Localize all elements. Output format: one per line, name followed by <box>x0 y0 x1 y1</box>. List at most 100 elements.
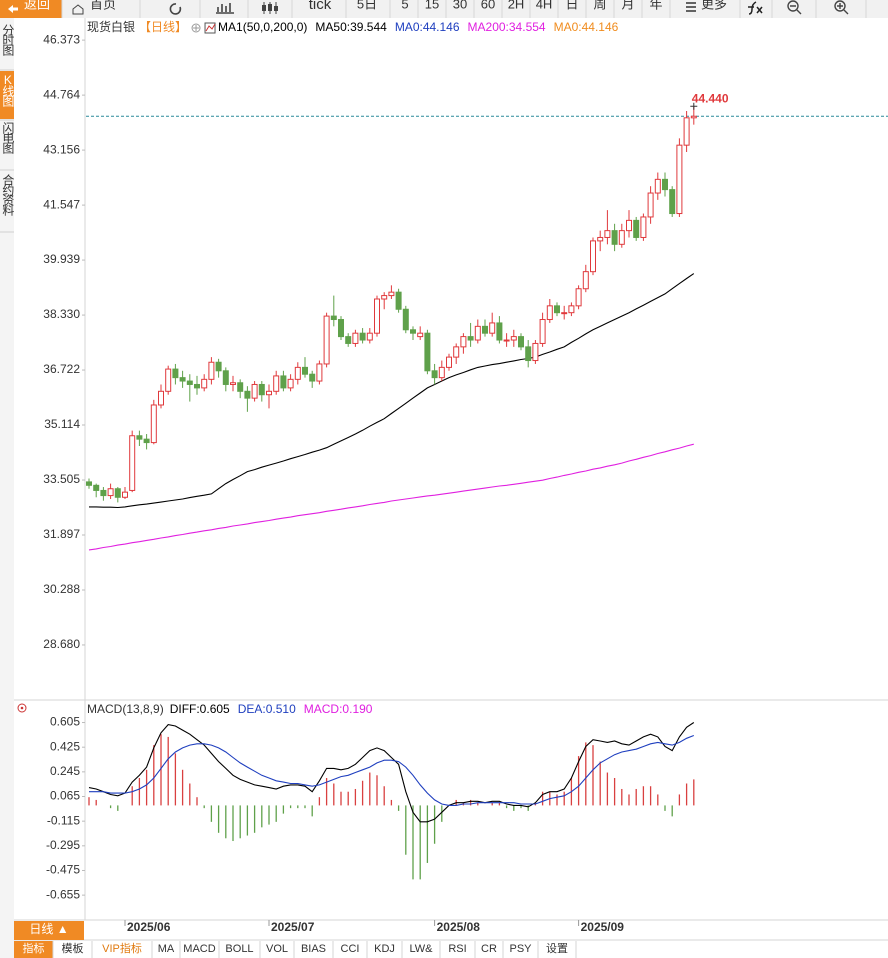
tool[interactable]: 日 <box>565 0 578 11</box>
tool[interactable]: 60 <box>481 0 495 11</box>
tool[interactable]: 5 <box>401 0 408 11</box>
tool[interactable]: 5日 <box>357 0 377 11</box>
macd-line <box>89 734 694 806</box>
x-tick-label: 2025/06 <box>127 920 171 934</box>
candle-body <box>201 378 208 389</box>
footer-tab[interactable]: VOL <box>266 943 288 955</box>
footer-tab[interactable]: MA <box>158 943 175 955</box>
candle-body <box>150 404 157 444</box>
candle-body <box>489 322 496 334</box>
bar-icon[interactable] <box>216 3 234 14</box>
side-tab[interactable]: 合约资料 <box>1 173 15 216</box>
candle-body <box>676 144 683 215</box>
candle-body <box>561 312 568 315</box>
candle-body <box>143 438 150 444</box>
candle-body <box>316 363 323 382</box>
footer-tab[interactable]: 模板 <box>62 941 84 955</box>
high-marker <box>690 102 698 110</box>
zoom-out-icon[interactable] <box>787 0 799 12</box>
candle-body <box>186 380 193 385</box>
candle-body <box>129 435 136 491</box>
footer-tab[interactable]: BIAS <box>301 943 326 955</box>
add-icon-plus <box>193 25 200 31</box>
candle-body <box>122 491 128 498</box>
footer-tab[interactable]: RSI <box>448 943 466 955</box>
tool[interactable]: 月 <box>621 0 634 11</box>
footer-tab[interactable]: CCI <box>341 943 360 955</box>
y-tick-label: 46.373 <box>43 32 80 46</box>
fx-icon[interactable] <box>748 1 763 15</box>
candle-body <box>93 484 100 491</box>
side-tab[interactable]: 分时图 <box>1 24 15 56</box>
candle-body <box>518 336 524 348</box>
y-tick-label: -0.295 <box>46 838 80 852</box>
tool[interactable]: 30 <box>453 0 467 11</box>
footer-tab[interactable]: KDJ <box>374 943 395 955</box>
footer-tab[interactable]: 设置 <box>546 942 568 955</box>
tool[interactable]: 4H <box>536 0 553 11</box>
chart-title: MACD(13,8,9) <box>87 702 164 716</box>
candle-body <box>237 382 244 392</box>
refresh-icon[interactable] <box>169 3 182 15</box>
home-label[interactable]: 首页 <box>90 0 116 11</box>
zoom-in-mark <box>837 3 849 15</box>
side-tab[interactable]: 闪电图 <box>1 122 15 154</box>
toolbar-separators <box>61 0 867 18</box>
ma-line <box>89 273 695 509</box>
legend-entry: MA0:44.146 <box>395 20 460 34</box>
candle-body <box>532 342 539 362</box>
candle-body <box>309 373 316 382</box>
candle-body <box>273 375 280 392</box>
tool[interactable]: tick <box>309 0 332 13</box>
side-tab[interactable]: K线图 <box>1 73 15 107</box>
candle-body <box>460 336 467 348</box>
candle-body <box>467 336 474 341</box>
y-tick-label: 35.114 <box>44 417 80 431</box>
tool[interactable]: 年 <box>649 0 662 11</box>
candle-body <box>374 298 380 334</box>
candle-body <box>222 370 229 385</box>
footer-tab[interactable]: CR <box>481 943 497 955</box>
candle-body <box>647 192 654 218</box>
back-label[interactable]: 返回 <box>24 0 50 11</box>
y-tick-label: 38.330 <box>43 307 80 321</box>
back-icon <box>8 5 18 13</box>
tool[interactable]: 周 <box>593 0 606 11</box>
candle-body <box>496 322 503 341</box>
candle-body <box>172 368 179 379</box>
indicator-icon-line <box>205 23 216 32</box>
candle-body <box>107 488 114 497</box>
footer-tab[interactable]: MACD <box>183 943 215 955</box>
candle-icon[interactable] <box>262 4 278 11</box>
tool[interactable]: 15 <box>425 0 439 11</box>
footer-tab[interactable]: PSY <box>509 943 532 955</box>
footer-tab[interactable]: LW& <box>409 943 433 955</box>
y-tick-label: 36.722 <box>43 362 80 376</box>
x-tick-label: 2025/07 <box>271 920 315 934</box>
back-button[interactable] <box>0 0 62 18</box>
side-bar <box>0 18 14 958</box>
zoom-in-icon[interactable] <box>834 0 846 12</box>
zoom-out-mark <box>790 5 802 15</box>
candle-body <box>446 356 452 368</box>
legend-entry: MA0:44.146 <box>554 20 619 34</box>
candle-body <box>244 390 251 399</box>
footer-tab[interactable]: 指标 <box>23 941 45 955</box>
tool[interactable]: 2H <box>508 0 525 11</box>
period-label[interactable]: 日线 ▲ <box>29 922 68 936</box>
y-tick-label: 41.547 <box>43 197 80 211</box>
home-icon <box>72 4 84 15</box>
footer-tab[interactable]: BOLL <box>225 943 253 955</box>
y-tick-label: 28.680 <box>43 637 80 651</box>
tool[interactable]: 更多 <box>701 0 727 11</box>
period-button[interactable] <box>14 921 84 940</box>
candle-body <box>179 377 186 382</box>
candle-body <box>417 332 424 338</box>
candle-body <box>86 481 92 486</box>
macd-settings-icon[interactable] <box>17 703 27 713</box>
footer-tab[interactable]: VIP指标 <box>102 941 142 955</box>
y-tick-label: -0.475 <box>46 863 80 877</box>
candle-body <box>554 305 560 314</box>
candle-body <box>431 370 438 379</box>
candle-body <box>352 332 359 344</box>
